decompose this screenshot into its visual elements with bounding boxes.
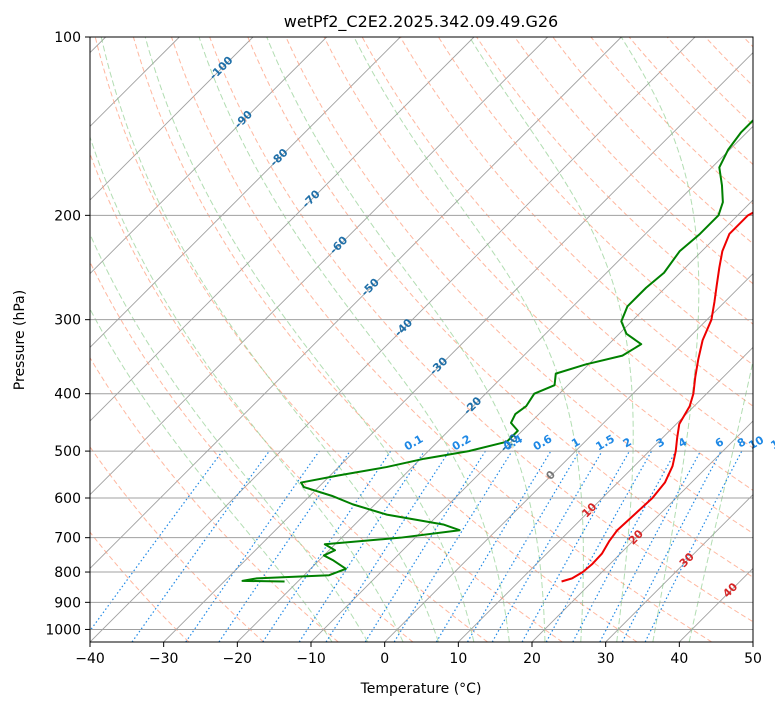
dry-adiabat-line [171,37,713,642]
mixing-ratio-line [491,450,603,642]
mixing-ratio-line [435,450,552,642]
dry-adiabat-line [476,37,753,325]
mixing-ratio-line [185,450,320,642]
plot-frame [89,36,754,643]
x-tick-label: 30 [597,651,615,667]
dry-adiabat-line [90,260,414,642]
x-tick-label: −30 [149,651,179,667]
dry-adiabat-line [361,37,753,449]
isotherm-line [90,37,327,275]
y-axis-ticks: 100 200 300 400 500 600 700 800 900 1000 [45,30,90,638]
isotherm-line [237,125,753,642]
y-tick-label: 800 [54,565,81,581]
dry-adiabat-line [590,37,753,205]
isotherm-line [90,37,696,642]
x-tick-label: 20 [523,651,541,667]
dry-adiabat-line [209,37,753,623]
y-tick-label: 100 [54,30,81,46]
dry-adiabat-line [247,37,753,578]
moist-adiabat-line [100,37,439,642]
y-axis-title: Pressure (hPa) [12,290,28,390]
x-tick-label: 0 [380,651,389,667]
dry-adiabat-line [90,356,339,642]
pressure-gridlines [90,37,753,630]
x-tick-label: −20 [223,651,253,667]
isotherm-line [90,37,475,422]
temperature-line [561,211,753,583]
dry-adiabat-line [399,37,753,407]
moist-adiabat-line [198,37,510,642]
x-tick-label: 10 [449,651,467,667]
dry-adiabat-line [132,37,638,642]
x-tick-label: −10 [296,651,326,667]
y-tick-label: 500 [54,444,81,460]
moist-adiabat-line [353,37,584,642]
x-axis-title: Temperature (°C) [360,681,482,697]
isotherm-line [90,37,622,569]
dry-adiabat-line [438,37,753,366]
moist-adiabat-line [90,233,369,642]
mixing-ratio-line [90,450,223,632]
moist-adiabat-line [688,358,753,642]
mixing-ratio-line [572,450,677,642]
isotherm-line [90,37,254,201]
sounding-series [241,119,753,583]
y-tick-label: 1000 [45,622,81,638]
isotherm-line [163,52,753,642]
dry-adiabat-line [285,37,753,534]
mixing-ratio-line [521,450,631,642]
y-tick-label: 900 [54,595,81,611]
isotherm-line [458,346,753,642]
mixing-ratio-line [131,450,270,642]
mixing-ratio-line [218,450,351,642]
x-tick-label: −40 [75,651,105,667]
dry-adiabat-line [552,37,753,245]
mixing-ratio-label: 13 [768,433,775,452]
moist-adiabat-line [620,37,700,642]
mixing-ratio-line [325,450,450,642]
isotherm-line [90,37,548,496]
y-tick-label: 200 [54,208,81,224]
isotherm-line [90,37,401,348]
x-axis-ticks: −40 −30 −20 −10 0 10 20 30 40 50 [75,642,762,667]
mixing-ratio-line [393,450,513,642]
moist-adiabat-line [144,37,475,642]
y-tick-label: 700 [54,531,81,547]
mixing-ratio-line [545,450,653,642]
dry-adiabat-line [94,37,563,642]
dry-adiabat-line [323,37,753,491]
isotherm-line [605,494,753,642]
mixing-ratio-line [364,450,486,642]
y-tick-label: 400 [54,387,81,403]
dry-adiabat-line [90,531,190,642]
moist-adiabat-line [90,135,404,642]
chart-title: wetPf2_C2E2.2025.342.09.49.G26 [284,12,558,32]
y-tick-label: 600 [54,491,81,507]
dewpoint-line [241,119,753,583]
background-lines [90,37,753,642]
y-tick-label: 300 [54,313,81,329]
x-tick-label: 50 [744,651,762,667]
isotherm-line [531,420,753,642]
mixing-ratio-line [466,450,580,642]
moist-adiabat-line [266,37,546,642]
x-tick-label: 40 [670,651,688,667]
isotherm-line [384,273,753,642]
